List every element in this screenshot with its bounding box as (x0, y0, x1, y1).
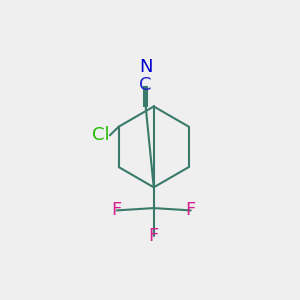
Text: F: F (186, 201, 196, 219)
Text: F: F (148, 227, 159, 245)
Text: Cl: Cl (92, 126, 110, 144)
Text: F: F (112, 201, 122, 219)
Text: N: N (139, 58, 152, 76)
Text: C: C (140, 76, 152, 94)
